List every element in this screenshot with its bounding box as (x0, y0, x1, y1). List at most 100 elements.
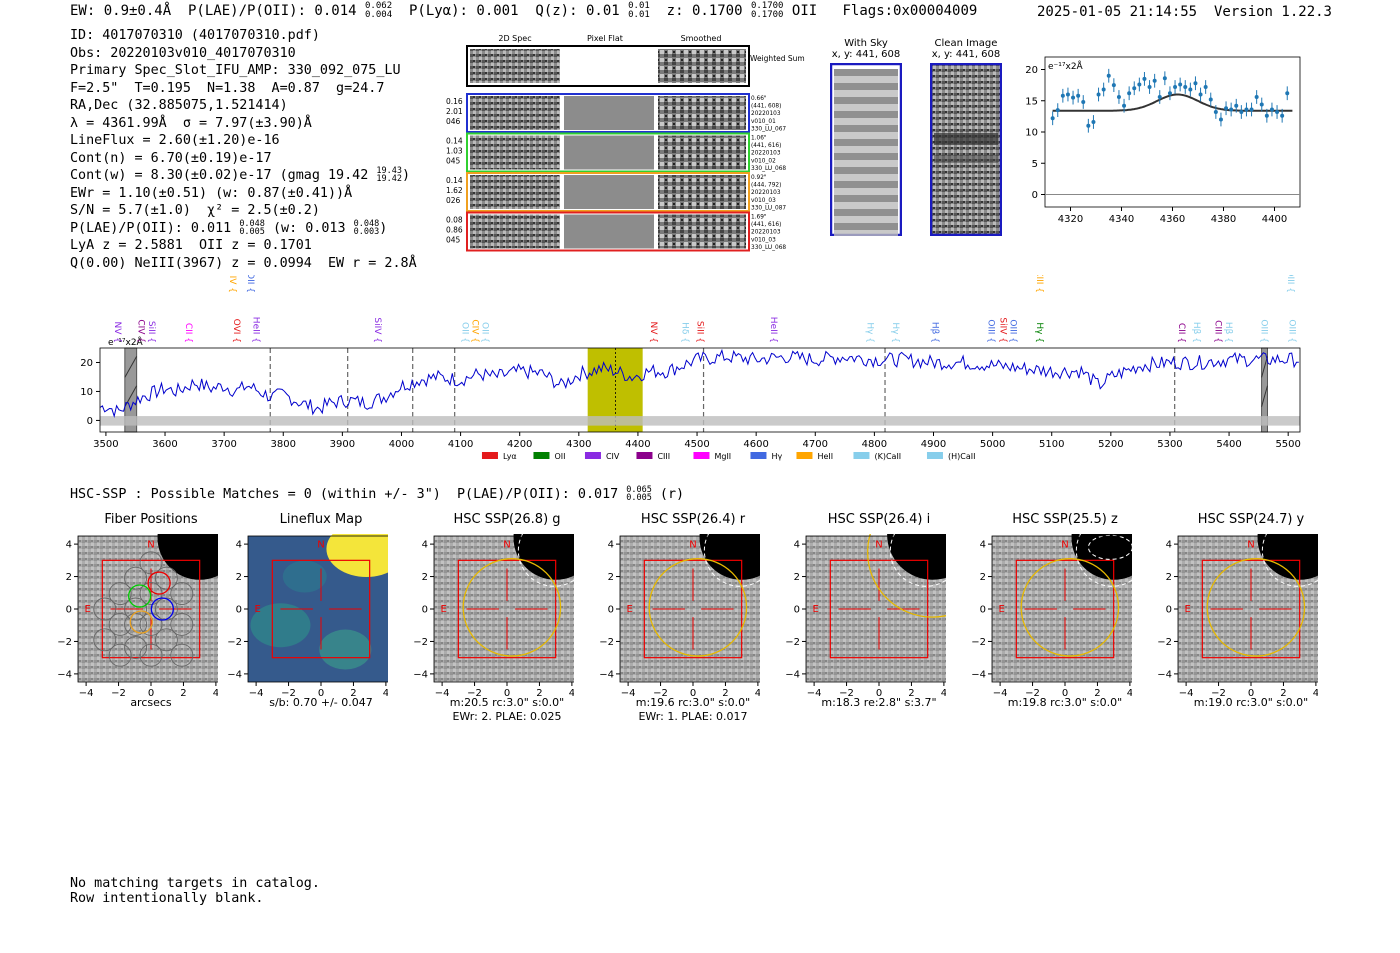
zoom-ytick-label: 0 (1032, 190, 1038, 201)
cutout-right-label: 20220103 (751, 230, 781, 236)
north-label: N (1247, 539, 1254, 550)
cutout-right-label: (441, 616) (751, 143, 781, 149)
legend-entry: OII (533, 452, 565, 461)
weighted-smoothed (658, 49, 746, 83)
hsc-ytick-label: 4 (1166, 540, 1172, 551)
spectrum-xtick-label: 4200 (507, 439, 532, 450)
hsc-xtick-label: 4 (1127, 688, 1132, 699)
hsc-xtick-label: −4 (993, 688, 1008, 699)
hsc-ytick-label: −2 (58, 637, 72, 648)
hsc-panel-title: Fiber Positions (104, 512, 198, 527)
info-primary: Primary Spec_Slot_IFU_AMP: 330_092_075_L… (70, 63, 401, 78)
info-lya: LyA z = 2.5881 OII z = 0.1701 (70, 238, 312, 253)
spectrum-xtick-label: 4900 (921, 439, 946, 450)
zoom-ytick-label: 15 (1025, 96, 1038, 107)
legend-swatch (636, 452, 653, 459)
hsc-panel-caption: m:19.8 rc:3.0" s:0.0" (1007, 696, 1123, 709)
cutout-pixelflat (564, 96, 654, 130)
hsc-panel-title: Lineflux Map (279, 512, 363, 527)
data-point (1285, 91, 1290, 96)
legend-label: CIV (606, 452, 620, 461)
data-point (1122, 103, 1127, 108)
data-point (1081, 100, 1086, 104)
hsc-panel-image: N E −4 −4 −2 −2 0 0 2 2 4 4 (786, 534, 946, 699)
line-marker-label: Hδ { (679, 322, 689, 343)
cutout-right-label: 1.06" (751, 136, 767, 142)
hsc-xtick-label: 2 (536, 688, 542, 699)
hsc-ytick-label: −2 (414, 637, 428, 648)
spectrum-xtick-label: 5300 (1157, 439, 1182, 450)
hsc-ytick-label: 4 (422, 540, 428, 551)
legend-label: MgII (714, 452, 731, 461)
cutout-left-label: 0.08 (446, 216, 463, 225)
data-point (1218, 117, 1223, 122)
cutout-smoothed (658, 96, 746, 130)
info-sn: S/N = 5.7(±1.0) χ² = 2.5(±0.2) (70, 203, 320, 218)
line-marker-label: CIV { (469, 319, 479, 343)
legend-label: (H)CaII (948, 452, 975, 461)
hsc-xtick-label: 4 (755, 688, 760, 699)
line-marker-label: CII { (183, 323, 193, 343)
data-point (1213, 110, 1218, 114)
data-point (1091, 120, 1096, 124)
data-point (1275, 110, 1280, 114)
weighted-2dspec (470, 49, 560, 83)
footer-note: No matching targets in catalog. Row inten… (70, 876, 320, 906)
zoom-ytick-label: 10 (1025, 128, 1038, 139)
hsc-panel-caption: m:18.3 re:2.8" s:3.7" (821, 696, 937, 709)
cutout-right-label: v010_02 (751, 158, 776, 164)
data-point (1198, 92, 1203, 97)
legend-entry: CIII (636, 452, 670, 461)
data-point (1234, 103, 1239, 108)
cutout-left-label: 2.01 (446, 107, 463, 116)
full-spectrum-chart: 3500 3600 3700 3800 3900 4000 4100 4200 4300 4400… (80, 275, 1301, 461)
hsc-ytick-label: 2 (66, 572, 72, 583)
east-label: E (812, 604, 818, 615)
cutout-right-label: 0.92" (751, 175, 767, 181)
cutout-right-label: 0.66" (751, 96, 767, 102)
data-point (1239, 110, 1244, 114)
data-point (1229, 107, 1234, 112)
legend-swatch (796, 452, 813, 459)
cutout-right-label: v010_03 (751, 198, 776, 204)
east-label: E (84, 604, 90, 615)
hsc-panel-caption: m:20.5 rc:3.0" s:0.0" (449, 696, 565, 709)
hsc-xtick-label: 4 (213, 688, 218, 699)
legend-entry: (K)CaII (853, 452, 901, 461)
hsc-panel-caption: m:19.6 rc:3.0" s:0.0" (635, 696, 751, 709)
hsc-panel-caption-2: EWr: 2. PLAE: 0.025 (452, 710, 562, 723)
spectrum-xtick-label: 5400 (1216, 439, 1241, 450)
cutout-right-label: 20220103 (751, 190, 781, 196)
hsc-xtick-label: −2 (1025, 688, 1040, 699)
hsc-ytick-label: 0 (1166, 605, 1172, 616)
spectrum-xtick-label: 4100 (448, 439, 473, 450)
cutout-right-label: v010_03 (751, 237, 776, 243)
header-summary: EW: 0.9±0.4Å P(LAE)/P(OII): 0.014 0.062 0… (70, 1, 978, 20)
hsc-xtick-label: −4 (435, 688, 450, 699)
line-marker-label: HeII { (251, 317, 261, 343)
cutout-pixelflat (564, 135, 654, 170)
spectral-cutouts: 2D Spec Pixel Flat Smoothed Weighted Sum… (446, 34, 805, 252)
spectrum-xtick-label: 3600 (152, 439, 177, 450)
cutout-left-label: 0.14 (446, 137, 463, 146)
col-label-pixelflat: Pixel Flat (587, 34, 623, 43)
data-point (1269, 107, 1274, 112)
data-point (1203, 85, 1208, 89)
error-band (100, 416, 1300, 426)
hsc-panel-caption: arcsecs (130, 696, 172, 709)
cutout-smoothed (658, 214, 746, 249)
legend-label: HeII (817, 452, 833, 461)
weighted-sum-label: Weighted Sum (750, 54, 805, 63)
info-contw: Cont(w) = 8.30(±0.02)e-17 (gmag 19.42 19… (70, 166, 411, 184)
cutout-left-label: 0.14 (446, 176, 463, 185)
spectrum-xtick-label: 4800 (862, 439, 887, 450)
north-label: N (503, 539, 510, 550)
data-point (1193, 81, 1198, 86)
line-marker-label: OIII { (986, 319, 996, 343)
east-label: E (254, 604, 260, 615)
spectrum-xtick-label: 5200 (1098, 439, 1123, 450)
spectrum-ytick-label: 20 (80, 358, 93, 369)
hsc-title: HSC-SSP : Possible Matches = 0 (within +… (70, 485, 685, 503)
hsc-xtick-label: 2 (350, 688, 356, 699)
